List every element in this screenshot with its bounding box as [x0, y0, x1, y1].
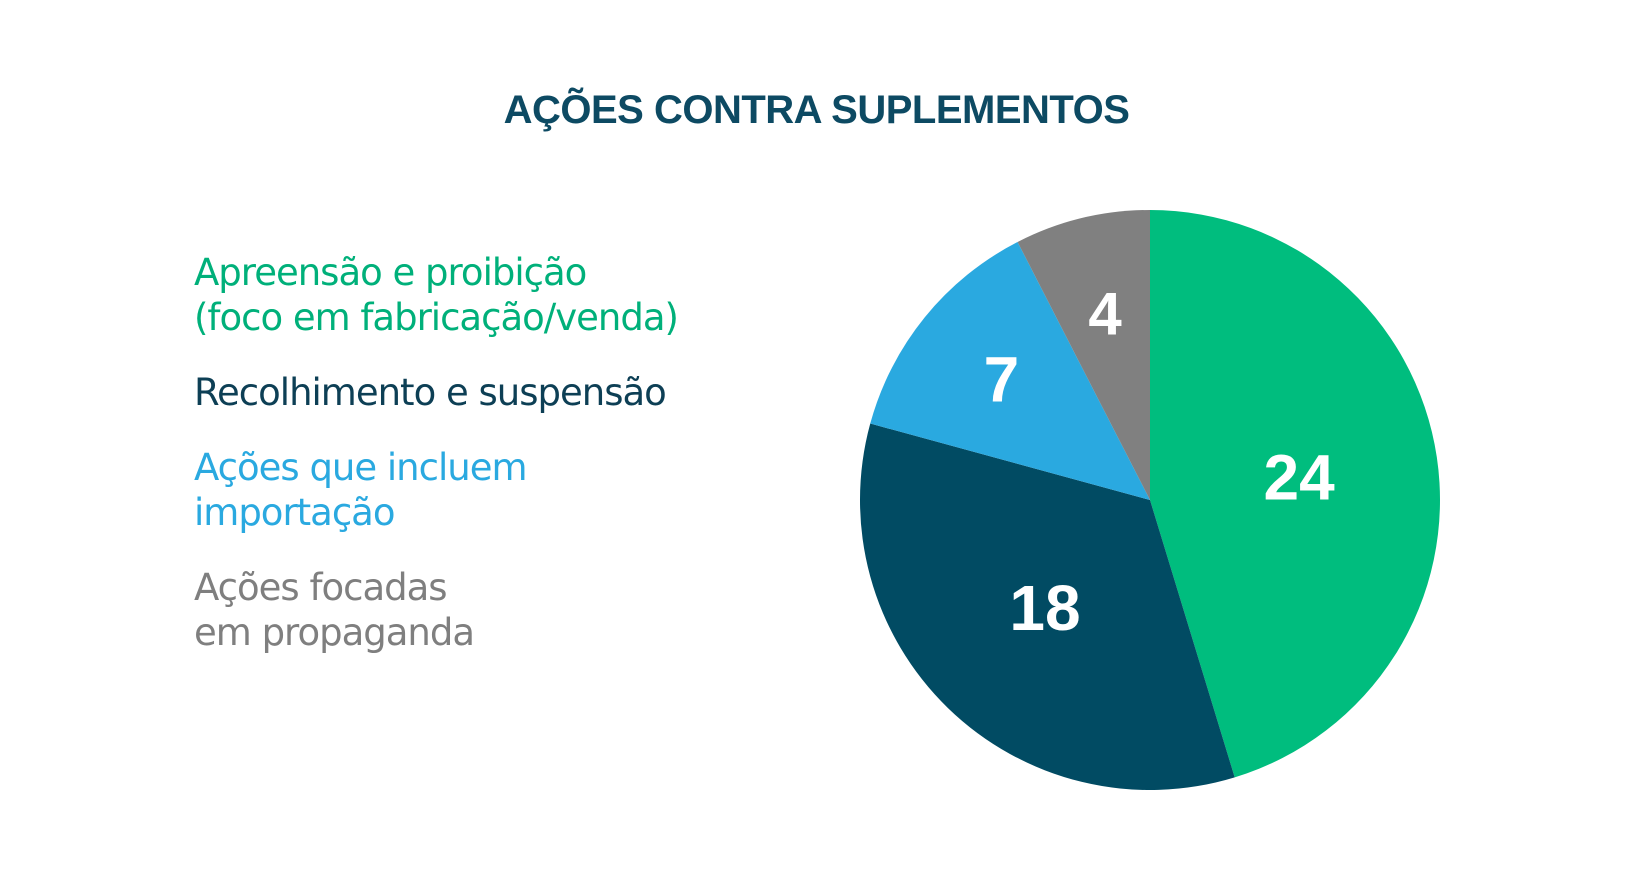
pie-chart: 24 18 7 4: [859, 210, 1440, 790]
legend-item-label: importação: [194, 491, 396, 534]
pie-slice: [859, 423, 1235, 790]
legend-item-label: (foco em fabricação/venda): [194, 296, 679, 339]
pie-value-label: 4: [1088, 280, 1122, 347]
pie-slice: [870, 241, 1150, 500]
legend: Apreensão e proibição (foco em fabricação…: [194, 250, 754, 655]
chart-title: AÇÕES CONTRA SUPLEMENTOS: [503, 88, 1130, 132]
pie-slices: [859, 210, 1440, 790]
legend-item: Apreensão e proibição (foco em fabricação…: [194, 250, 754, 340]
legend-item: Ações focadas em propaganda: [194, 565, 754, 655]
legend-item: Ações que incluem importação: [194, 445, 754, 535]
pie-slice: [1017, 210, 1150, 500]
legend-item-label: Apreensão e proibição: [194, 251, 587, 294]
pie-value-label: 18: [1009, 572, 1080, 644]
pie-value-label: 24: [1264, 442, 1336, 514]
legend-item-label: Recolhimento e suspensão: [194, 371, 667, 414]
pie-value-labels: 24 18 7 4: [984, 280, 1336, 644]
pie-slice: [1150, 210, 1440, 778]
legend-item: Recolhimento e suspensão: [194, 370, 754, 415]
legend-item-label: em propaganda: [194, 611, 475, 654]
pie-value-label: 7: [984, 343, 1020, 415]
legend-item-label: Ações focadas: [194, 566, 448, 609]
legend-item-label: Ações que incluem: [194, 446, 528, 489]
